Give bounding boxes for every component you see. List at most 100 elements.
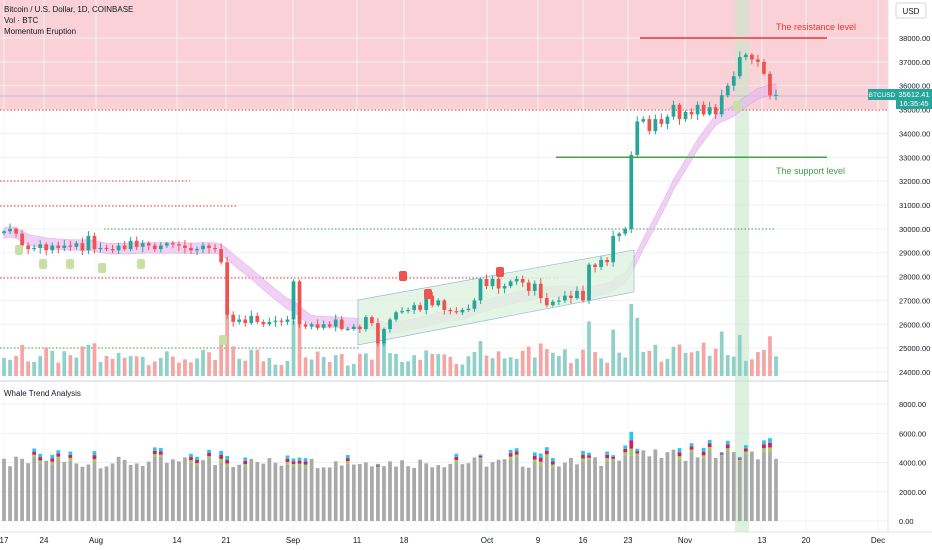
volume-bar bbox=[297, 305, 302, 376]
volume-bar bbox=[273, 364, 278, 376]
whale-bar-base bbox=[177, 461, 181, 521]
buy-signal-marker bbox=[137, 259, 145, 269]
volume-bar bbox=[659, 361, 664, 376]
candle-body bbox=[321, 324, 326, 328]
whale-bar-base bbox=[80, 466, 85, 521]
whale-bar-base bbox=[140, 466, 145, 521]
whale-bar-segment bbox=[719, 454, 724, 456]
whale-bar-segment bbox=[92, 451, 97, 456]
volume-bar bbox=[345, 365, 350, 376]
candle-body bbox=[768, 73, 772, 96]
candle-body bbox=[400, 311, 404, 313]
whale-bar-base bbox=[56, 459, 61, 521]
whale-bar-base bbox=[599, 465, 603, 521]
whale-bar-segment bbox=[189, 453, 193, 458]
currency-button[interactable] bbox=[895, 2, 927, 19]
whale-bar-segment bbox=[550, 457, 555, 462]
whale-bar-base bbox=[538, 465, 543, 521]
volume-bar bbox=[689, 352, 694, 376]
price-tick-label: 28000.00 bbox=[899, 273, 930, 282]
candle-body bbox=[56, 245, 61, 248]
whale-bar-base bbox=[26, 463, 30, 521]
candle-body bbox=[689, 111, 694, 115]
whale-bar-base bbox=[557, 466, 561, 521]
whale-bar-segment bbox=[611, 457, 616, 459]
candle-body bbox=[737, 57, 742, 77]
candle-body bbox=[80, 243, 85, 251]
candle-body bbox=[303, 324, 308, 327]
time-tick-label: 9 bbox=[536, 536, 541, 545]
price-tick-label: 36000.00 bbox=[899, 82, 930, 91]
candle-body bbox=[599, 259, 603, 268]
price-axis: 24000.00 25000.00 26000.00 27000.00 28000.00… bbox=[899, 34, 930, 377]
candle-body bbox=[502, 286, 507, 289]
buy-signal-marker bbox=[66, 259, 74, 269]
whale-bar-base bbox=[725, 451, 730, 521]
candle-body bbox=[297, 281, 302, 325]
volume-bar bbox=[86, 344, 91, 376]
sell-signal-marker bbox=[496, 267, 504, 277]
whale-bar-base bbox=[261, 463, 266, 521]
whale-bar-base bbox=[309, 458, 314, 521]
candle-body bbox=[756, 59, 760, 62]
candle-body bbox=[122, 245, 127, 250]
candle-body bbox=[677, 104, 682, 120]
volume-bar bbox=[225, 304, 230, 376]
volume-bar bbox=[80, 346, 85, 376]
candle-body bbox=[351, 326, 356, 330]
whale-bar-base bbox=[116, 456, 121, 521]
candle-body bbox=[593, 264, 597, 268]
whale-bar-base bbox=[303, 467, 308, 521]
volume-bar bbox=[62, 351, 67, 376]
whale-bar-segment bbox=[68, 457, 73, 461]
candle-body bbox=[647, 119, 652, 132]
price-tick-label: 35000.00 bbox=[899, 106, 930, 115]
candle-body bbox=[273, 320, 278, 322]
volume-bar bbox=[382, 342, 386, 376]
whale-bar-segment bbox=[92, 455, 97, 460]
whale-bar-segment bbox=[611, 455, 616, 458]
whale-bar-base bbox=[575, 464, 579, 521]
volume-bar bbox=[719, 331, 724, 376]
whale-bar-base bbox=[756, 459, 760, 521]
whale-bar-segment bbox=[158, 451, 163, 455]
whale-bar-segment bbox=[219, 450, 223, 455]
symbol-title[interactable]: Bitcoin / U.S. Dollar, 1D, COINBASE bbox=[4, 5, 133, 14]
whale-bar-base bbox=[611, 460, 616, 521]
candle-body bbox=[394, 312, 398, 320]
whale-bar-segment bbox=[689, 446, 694, 450]
volume-bar bbox=[255, 349, 260, 376]
whale-bar-segment bbox=[629, 431, 634, 441]
time-tick-label: 13 bbox=[758, 536, 767, 545]
whale-bar-base bbox=[707, 450, 712, 521]
volume-bar bbox=[158, 357, 163, 376]
indicator-legend[interactable]: Momentum Eruption bbox=[4, 27, 76, 36]
candle-body bbox=[719, 95, 724, 115]
whale-bar-segment bbox=[303, 461, 308, 465]
whale-bar-segment bbox=[152, 454, 157, 457]
candle-body bbox=[496, 278, 501, 289]
whale-bar-base bbox=[152, 456, 157, 521]
whale-bar-base bbox=[653, 449, 658, 521]
volume-bar bbox=[768, 336, 772, 376]
whale-bar-base bbox=[713, 457, 718, 521]
sell-signal-marker bbox=[424, 289, 432, 299]
candle-body bbox=[424, 295, 429, 310]
volume-bar bbox=[575, 358, 579, 376]
buy-signal-marker bbox=[98, 263, 106, 273]
price-tick-label: 27000.00 bbox=[899, 296, 930, 305]
highlight-band bbox=[735, 0, 749, 532]
candle-body bbox=[532, 283, 537, 291]
whale-bar-segment bbox=[376, 465, 380, 467]
volume-bar bbox=[231, 346, 236, 376]
volume-bar bbox=[8, 359, 12, 376]
whale-bar-base bbox=[605, 460, 609, 521]
candle-body bbox=[442, 300, 447, 310]
whale-bar-segment bbox=[743, 445, 748, 449]
whale-bar-segment bbox=[478, 454, 483, 456]
lower-pane-title[interactable]: Whale Trend Analysis bbox=[4, 389, 81, 398]
volume-legend[interactable]: Vol · BTC bbox=[4, 16, 38, 25]
whale-bar-segment bbox=[725, 440, 730, 445]
whale-bar-base bbox=[768, 451, 772, 521]
